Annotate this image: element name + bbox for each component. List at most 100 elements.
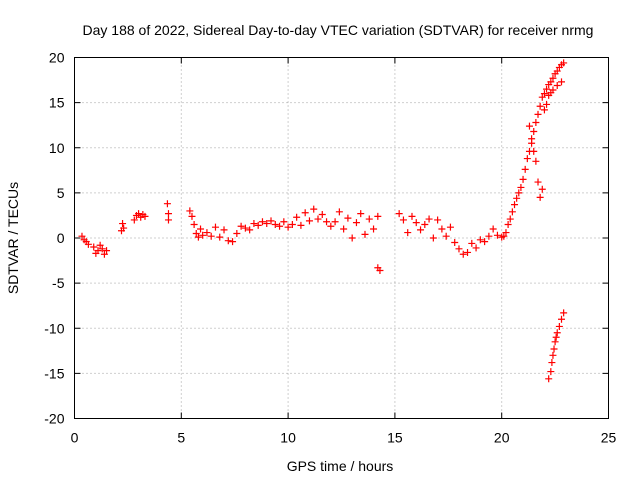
data-point xyxy=(130,216,138,224)
data-point xyxy=(412,219,420,227)
data-point xyxy=(84,240,92,248)
data-point xyxy=(370,225,378,233)
data-point xyxy=(538,185,546,193)
data-point xyxy=(429,234,437,242)
data-point xyxy=(188,212,196,220)
data-point xyxy=(301,209,309,217)
data-point xyxy=(90,243,98,251)
data-point xyxy=(100,250,108,258)
data-point xyxy=(119,220,127,228)
data-point xyxy=(421,220,429,228)
data-point xyxy=(550,345,558,353)
data-point xyxy=(98,245,106,253)
data-point xyxy=(489,225,497,233)
data-point xyxy=(352,219,360,227)
data-point xyxy=(267,217,275,225)
data-point xyxy=(508,208,516,216)
data-point xyxy=(135,210,143,218)
data-point xyxy=(534,178,542,186)
data-point xyxy=(120,224,128,232)
x-tick-label: 15 xyxy=(387,430,403,446)
data-point xyxy=(233,229,241,237)
data-point xyxy=(523,155,531,163)
data-point xyxy=(549,86,557,94)
data-point xyxy=(543,85,551,93)
data-point xyxy=(229,238,237,246)
plot-frame xyxy=(74,57,609,419)
data-point xyxy=(511,201,519,209)
data-point xyxy=(194,233,202,241)
x-tick-label: 20 xyxy=(494,430,510,446)
data-point xyxy=(493,231,501,239)
data-point xyxy=(504,220,512,228)
data-point xyxy=(103,247,111,255)
data-point xyxy=(348,234,356,242)
data-point xyxy=(141,212,149,220)
y-tick-label: 20 xyxy=(49,50,65,66)
data-point xyxy=(164,216,172,224)
x-tick-label: 10 xyxy=(280,430,296,446)
data-point xyxy=(481,238,489,246)
data-point xyxy=(327,222,335,230)
data-point xyxy=(521,165,529,173)
data-point xyxy=(540,90,548,98)
data-point xyxy=(476,236,484,244)
data-point xyxy=(197,225,205,233)
data-point xyxy=(545,375,553,383)
data-point xyxy=(374,212,382,220)
y-tick-label: -5 xyxy=(52,275,65,291)
data-point xyxy=(297,221,305,229)
data-point xyxy=(335,208,343,216)
data-point xyxy=(459,250,467,258)
data-point xyxy=(549,74,557,82)
data-point xyxy=(344,214,352,222)
data-point xyxy=(502,229,510,237)
data-point xyxy=(220,226,228,234)
data-point xyxy=(241,224,249,232)
data-point xyxy=(455,245,463,253)
data-point xyxy=(549,351,557,359)
data-point xyxy=(558,78,566,86)
data-point xyxy=(164,210,172,218)
data-point xyxy=(530,147,538,155)
data-point xyxy=(515,189,523,197)
data-point xyxy=(280,218,288,226)
data-point xyxy=(553,81,561,89)
data-point xyxy=(525,122,533,130)
data-point xyxy=(451,239,459,247)
data-point xyxy=(553,329,561,337)
x-axis-label: GPS time / hours xyxy=(287,458,394,474)
data-point xyxy=(530,128,538,136)
data-point xyxy=(211,223,219,231)
data-point xyxy=(543,100,551,108)
data-point xyxy=(553,67,561,75)
data-point xyxy=(540,106,548,114)
data-point xyxy=(528,135,536,143)
x-tick-labels: 0 5 10 15 20 25 xyxy=(71,430,617,446)
data-point xyxy=(517,183,525,191)
data-point xyxy=(190,220,198,228)
data-point xyxy=(552,333,560,341)
data-point xyxy=(551,338,559,346)
data-point xyxy=(288,220,296,228)
data-point xyxy=(532,157,540,165)
data-point xyxy=(472,244,480,252)
data-point xyxy=(547,368,555,376)
data-point xyxy=(293,213,301,221)
data-point xyxy=(163,200,171,208)
y-axis-label: SDTVAR / TECUs xyxy=(5,182,21,294)
data-point xyxy=(94,247,102,255)
data-point xyxy=(246,226,254,234)
data-point xyxy=(192,229,200,237)
data-point xyxy=(254,221,262,229)
data-point xyxy=(224,237,232,245)
data-point xyxy=(536,193,544,201)
chart-title: Day 188 of 2022, Sidereal Day-to-day VTE… xyxy=(83,22,594,38)
data-point xyxy=(365,215,373,223)
data-point xyxy=(548,359,556,367)
data-point xyxy=(558,315,566,323)
data-point xyxy=(357,210,365,218)
data-point xyxy=(446,223,454,231)
data-point xyxy=(468,239,476,247)
data-point xyxy=(513,194,521,202)
